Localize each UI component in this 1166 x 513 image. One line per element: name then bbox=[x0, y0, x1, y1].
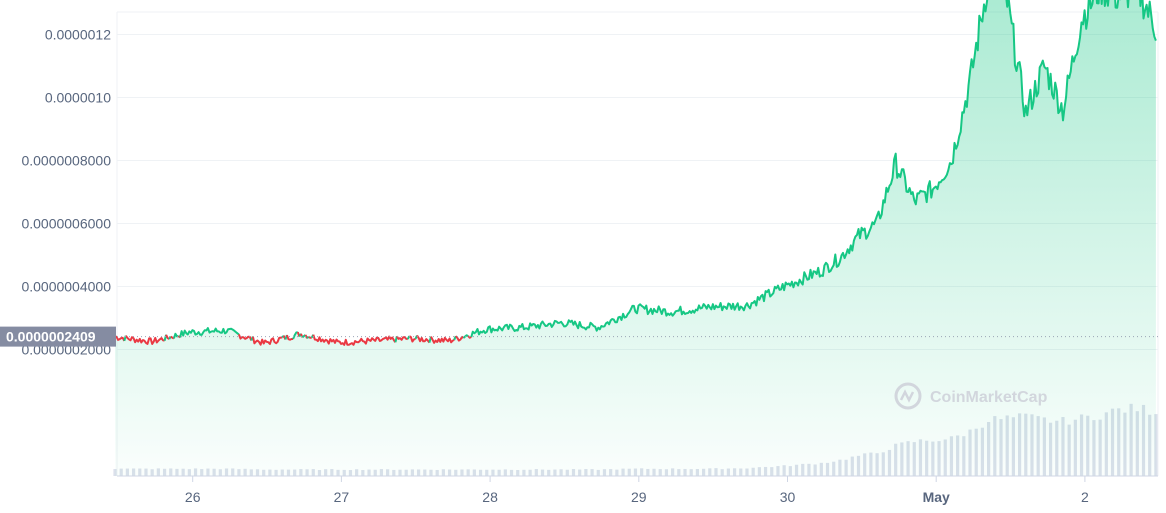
price-line-segment bbox=[251, 336, 283, 346]
x-axis: 26 27 28 29 30 May 2 bbox=[117, 475, 1158, 505]
x-tick-label: 30 bbox=[780, 489, 796, 505]
x-tick-label: 2 bbox=[1081, 489, 1089, 505]
price-line-segment bbox=[430, 336, 455, 344]
price-line-segment bbox=[408, 335, 416, 343]
current-price-label: 0.0000002409 bbox=[6, 329, 96, 345]
price-line-segment bbox=[470, 0, 1157, 338]
price-line-segment bbox=[306, 335, 310, 339]
price-line-segment bbox=[455, 335, 465, 342]
y-axis: 0.00000140.00000120.00000100.00000080000… bbox=[21, 27, 111, 358]
price-line-segment bbox=[467, 335, 472, 339]
coinmarketcap-logo-icon bbox=[894, 382, 922, 410]
coinmarketcap-logo-wave bbox=[899, 389, 915, 403]
y-tick-label: 0.0000004000 bbox=[21, 279, 111, 295]
price-line-segment bbox=[396, 335, 408, 341]
current-price-badge-bg bbox=[0, 326, 116, 347]
x-tick-label: 28 bbox=[482, 489, 498, 505]
price-line-segment bbox=[416, 334, 431, 344]
watermark-text: CoinMarketCap bbox=[930, 389, 1048, 406]
x-tick-label: 29 bbox=[631, 489, 647, 505]
y-tick-label: 0.0000006000 bbox=[21, 216, 111, 232]
price-line-segment bbox=[114, 335, 126, 342]
current-price-badge: 0.0000002409 bbox=[0, 326, 116, 347]
price-area bbox=[115, 0, 1156, 476]
x-tick-label: 26 bbox=[185, 489, 201, 505]
x-tick-label: May bbox=[923, 489, 950, 505]
price-line-segment bbox=[179, 327, 240, 338]
coinmarketcap-watermark: CoinMarketCap bbox=[894, 382, 1048, 410]
y-tick-label: 0.0000012 bbox=[45, 27, 111, 43]
x-tick-label: 27 bbox=[334, 489, 350, 505]
price-line-segment bbox=[462, 334, 469, 339]
price-line bbox=[114, 0, 1157, 346]
price-area-fill bbox=[115, 0, 1156, 476]
y-tick-label: 0.0000008000 bbox=[21, 153, 111, 169]
y-tick-label: 0.0000010 bbox=[45, 90, 111, 106]
price-line-segment bbox=[124, 335, 165, 345]
price-line-segment bbox=[312, 334, 397, 346]
price-line-segment bbox=[285, 334, 294, 341]
